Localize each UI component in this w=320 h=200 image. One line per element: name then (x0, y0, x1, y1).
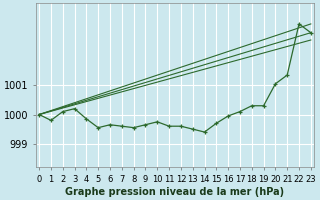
X-axis label: Graphe pression niveau de la mer (hPa): Graphe pression niveau de la mer (hPa) (65, 187, 284, 197)
